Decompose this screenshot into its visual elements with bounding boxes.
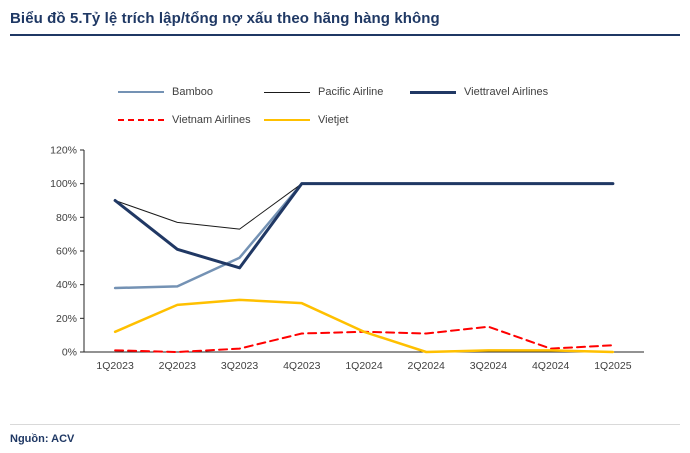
x-tick-label: 1Q2024 <box>345 360 383 372</box>
legend-label-vietjet: Vietjet <box>318 114 349 126</box>
series-line-vietjet <box>113 298 615 354</box>
legend-item-vietnam-airlines: Vietnam Airlines <box>118 114 264 126</box>
chart-area: 0% 20% 40% 60% 80% 100% 120% 1Q2023 2Q2023 3Q2023… <box>38 136 680 393</box>
x-tick-label: 3Q2023 <box>221 360 259 372</box>
legend-label-bamboo: Bamboo <box>172 86 213 98</box>
y-tick-label: 60% <box>56 246 77 258</box>
legend-marker-pacific-airline <box>264 91 310 93</box>
legend-label-pacific-airline: Pacific Airline <box>318 86 384 98</box>
y-tick-label: 80% <box>56 212 77 224</box>
x-tick-label: 3Q2024 <box>470 360 508 372</box>
legend-marker-viettravel-airlines <box>410 90 456 94</box>
source-note: Nguồn: ACV <box>10 433 75 445</box>
series-line-bamboo <box>113 182 615 290</box>
legend-item-vietjet: Vietjet <box>264 114 410 126</box>
line-chart: 0% 20% 40% 60% 80% 100% 120% 1Q2023 2Q2023 3Q2023… <box>50 145 644 372</box>
y-tick-label: 0% <box>62 347 77 359</box>
legend-label-viettravel-airlines: Viettravel Airlines <box>464 86 549 98</box>
y-tick-label: 120% <box>50 145 77 157</box>
y-tick-label: 40% <box>56 279 77 291</box>
x-tick-label: 1Q2023 <box>96 360 134 372</box>
footer: Nguồn: ACV <box>10 424 680 445</box>
x-tick-label: 2Q2024 <box>408 360 446 372</box>
series-line-viettravel-airlines <box>113 182 615 270</box>
x-tick-label: 2Q2023 <box>159 360 197 372</box>
legend-label-vietnam-airlines: Vietnam Airlines <box>172 114 251 126</box>
page-title: Biểu đồ 5.Tỷ lệ trích lập/tổng nợ xấu th… <box>10 10 440 27</box>
legend-item-pacific-airline: Pacific Airline <box>264 86 410 98</box>
legend-item-viettravel-airlines: Viettravel Airlines <box>410 86 556 98</box>
x-tick-label: 4Q2024 <box>532 360 570 372</box>
x-tick-label: 1Q2025 <box>594 360 632 372</box>
legend-marker-vietnam-airlines <box>118 119 164 121</box>
legend-marker-bamboo <box>118 91 164 93</box>
y-tick-label: 20% <box>56 313 77 325</box>
chart-legend: Bamboo Pacific Airline Viettravel Airlines… <box>118 86 588 126</box>
title-divider <box>10 34 680 36</box>
y-tick-label: 100% <box>50 178 77 190</box>
legend-marker-vietjet <box>264 119 310 121</box>
legend-item-bamboo: Bamboo <box>118 86 264 98</box>
x-tick-label: 4Q2023 <box>283 360 321 372</box>
series-line-pacific-airline <box>114 183 614 230</box>
footer-divider <box>10 424 680 425</box>
